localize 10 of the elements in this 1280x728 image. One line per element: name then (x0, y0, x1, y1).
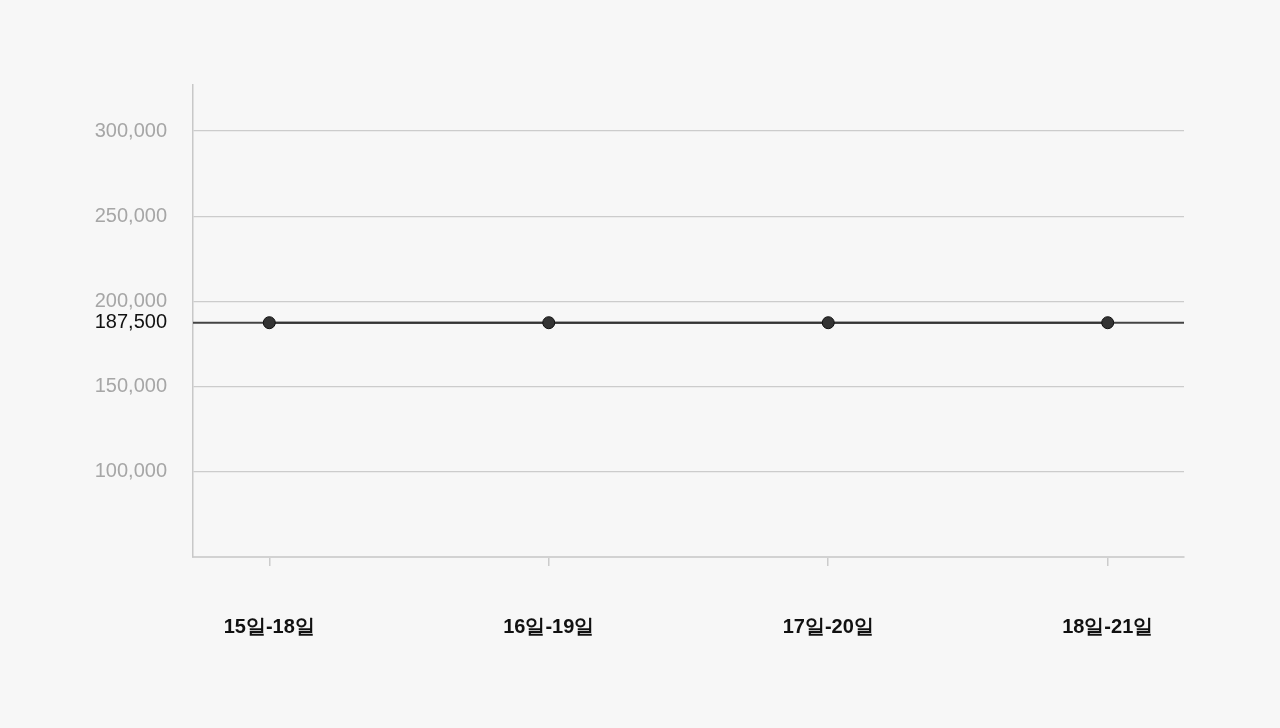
y-tick-label: 150,000 (94, 374, 167, 397)
y-tick-label: 250,000 (94, 203, 167, 226)
x-tick-label: 16일-19일 (503, 614, 595, 637)
ref-line-label: 187,500 (94, 310, 167, 333)
y-tick-label: 100,000 (94, 459, 167, 482)
x-tick-label: 18일-21일 (1062, 614, 1154, 637)
y-tick-label: 300,000 (94, 118, 167, 141)
x-tick-label: 15일-18일 (223, 614, 315, 637)
y-tick-label: 200,000 (94, 288, 167, 311)
x-tick-label: 17일-20일 (782, 614, 874, 637)
